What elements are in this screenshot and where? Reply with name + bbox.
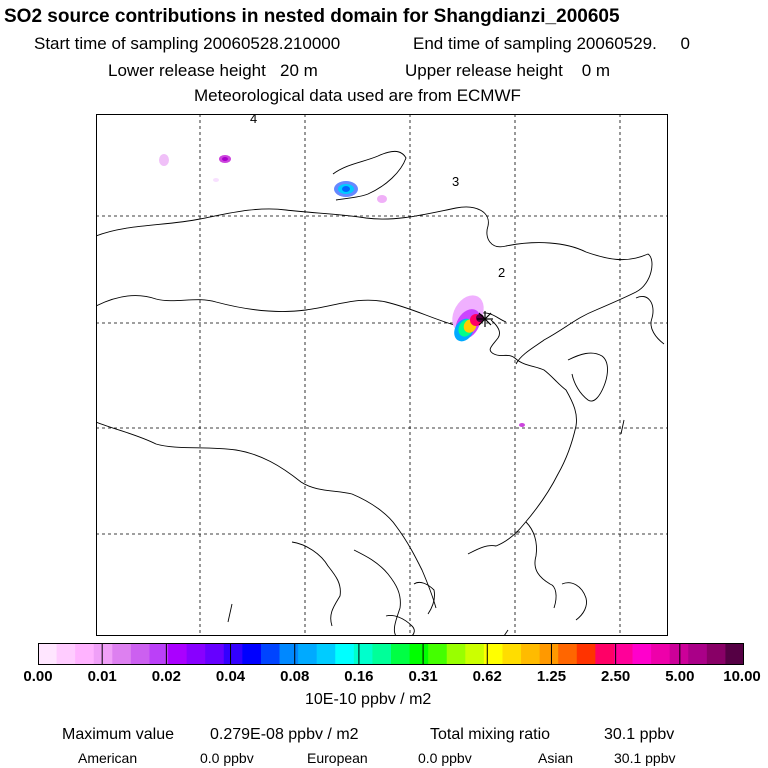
colorbar-tick-label: 0.08 bbox=[280, 668, 310, 685]
colorbar-tick-label: 0.31 bbox=[408, 668, 438, 685]
colorbar-cell bbox=[56, 643, 76, 665]
colorbar-cell bbox=[446, 643, 466, 665]
total-mixing-value: 30.1 ppbv bbox=[604, 726, 675, 743]
contour-label: 4 bbox=[250, 114, 257, 126]
colorbar-cell bbox=[242, 643, 262, 665]
meteo-source: Meteorological data used are from ECMWF bbox=[194, 86, 521, 105]
colorbar-cell bbox=[186, 643, 206, 665]
colorbar-cell bbox=[353, 643, 373, 665]
sampling-end: End time of sampling 20060529. 0 bbox=[413, 34, 690, 53]
sampling-start: Start time of sampling 20060528.210000 bbox=[34, 34, 341, 53]
region-name-asian: Asian bbox=[538, 750, 574, 766]
colorbar-cell bbox=[706, 643, 726, 665]
grid-lines bbox=[96, 114, 668, 636]
colorbar-cell bbox=[391, 643, 410, 665]
colorbar-cell bbox=[75, 643, 95, 665]
map-panel: 4 3 2 bbox=[96, 114, 668, 636]
contour-label: 3 bbox=[452, 174, 459, 189]
colorbar-cell bbox=[558, 643, 578, 665]
region-value-asian: 30.1 ppbv bbox=[614, 750, 676, 766]
map-frame bbox=[96, 114, 668, 636]
colorbar-cell bbox=[168, 643, 188, 665]
colorbar-cell bbox=[130, 643, 150, 665]
colorbar-cell bbox=[316, 643, 336, 665]
colorbar-cell bbox=[651, 643, 671, 665]
colorbar-cell bbox=[725, 643, 744, 665]
contour-label: 2 bbox=[498, 265, 505, 280]
colorbar-cell bbox=[539, 643, 559, 665]
colorbar-cell bbox=[149, 643, 169, 665]
colorbar-cell bbox=[372, 643, 392, 665]
colorbar-tick-label: 0.00 bbox=[23, 668, 53, 685]
total-mixing-label: Total mixing ratio bbox=[430, 726, 551, 743]
colorbar-tick-label: 5.00 bbox=[665, 668, 695, 685]
colorbar-cell bbox=[576, 643, 596, 665]
region-name-american: American bbox=[78, 750, 138, 766]
colorbar-cell bbox=[38, 643, 57, 665]
colorbar-cell bbox=[260, 643, 280, 665]
colorbar-cell bbox=[632, 643, 652, 665]
colorbar-cell bbox=[298, 643, 318, 665]
colorbar-cell bbox=[205, 643, 225, 665]
coastlines-borders bbox=[96, 150, 665, 636]
max-value: 0.279E-08 ppbv / m2 bbox=[210, 726, 359, 743]
colorbar-cell bbox=[93, 643, 113, 665]
colorbar-tick-label: 0.62 bbox=[472, 668, 502, 685]
colorbar-tick-label: 0.02 bbox=[151, 668, 181, 685]
colorbar bbox=[38, 643, 744, 665]
max-value-label: Maximum value bbox=[62, 726, 175, 743]
colorbar-tick-label: 10.00 bbox=[723, 668, 761, 685]
colorbar-cell bbox=[502, 643, 522, 665]
colorbar-tick-label: 0.16 bbox=[344, 668, 374, 685]
colorbar-cell bbox=[112, 643, 132, 665]
colorbar-cell bbox=[279, 643, 299, 665]
colorbar-cell bbox=[483, 643, 503, 665]
colorbar-cell bbox=[521, 643, 541, 665]
colorbar-cell bbox=[465, 643, 485, 665]
colorbar-tick-label: 1.25 bbox=[536, 668, 567, 685]
upper-release-height: Upper release height 0 m bbox=[405, 61, 611, 80]
contour-labels: 4 3 2 bbox=[250, 114, 505, 280]
colorbar-cell bbox=[223, 643, 243, 665]
colorbar-cell bbox=[428, 643, 448, 665]
region-value-european: 0.0 ppbv bbox=[418, 750, 472, 766]
region-name-european: European bbox=[307, 750, 368, 766]
lower-release-height: Lower release height 20 m bbox=[108, 61, 318, 80]
colorbar-unit: 10E-10 ppbv / m2 bbox=[305, 691, 432, 708]
page-title: SO2 source contributions in nested domai… bbox=[4, 6, 620, 27]
region-value-american: 0.0 ppbv bbox=[200, 750, 254, 766]
station-star-icon bbox=[477, 311, 493, 327]
colorbar-tick-label: 0.01 bbox=[87, 668, 117, 685]
colorbar-cell bbox=[595, 643, 615, 665]
colorbar-cell bbox=[613, 643, 633, 665]
concentration-plume bbox=[159, 154, 525, 427]
colorbar-cell bbox=[688, 643, 708, 665]
colorbar-cell bbox=[409, 643, 429, 665]
colorbar-tick-label: 2.50 bbox=[601, 668, 631, 685]
colorbar-cell bbox=[335, 643, 355, 665]
colorbar-cell bbox=[669, 643, 689, 665]
colorbar-frame bbox=[38, 643, 744, 665]
colorbar-tick-label: 0.04 bbox=[215, 668, 246, 685]
